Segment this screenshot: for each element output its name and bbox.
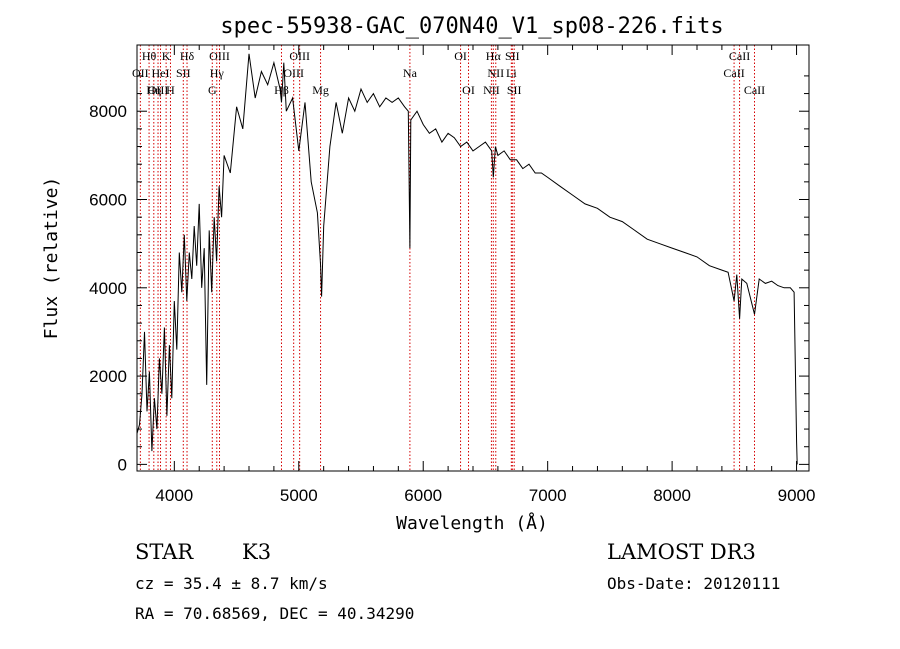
- y-axis-label: Flux (relative): [41, 177, 62, 340]
- line-label: HeI: [152, 66, 170, 80]
- axis-ticks: [137, 45, 809, 471]
- line-label: OIII: [148, 83, 169, 97]
- plot-frame: [136, 44, 810, 472]
- line-label: Hθ: [142, 49, 157, 63]
- line-label: SII: [505, 49, 520, 63]
- x-tick-label: 9000: [778, 486, 816, 505]
- x-tick-label: 4000: [155, 486, 193, 505]
- line-label: Mg: [312, 83, 329, 97]
- line-label: Li: [506, 66, 517, 80]
- line-label: G: [208, 83, 217, 97]
- line-label: OIII: [283, 66, 304, 80]
- line-label: NII: [487, 66, 504, 80]
- line-label: CaII: [744, 83, 765, 97]
- line-label: Hδ: [180, 49, 195, 63]
- line-label: OI: [454, 49, 467, 63]
- chart-title: spec-55938-GAC_070N40_V1_sp08-226.fits: [220, 14, 723, 39]
- line-label: SII: [176, 66, 191, 80]
- line-label: H: [166, 83, 175, 97]
- x-tick-label: 6000: [404, 486, 442, 505]
- y-tick-label: 6000: [89, 191, 127, 210]
- line-label: OIII: [209, 49, 230, 63]
- x-tick-label: 8000: [653, 486, 691, 505]
- line-label: K: [162, 49, 171, 63]
- line-label: CaII: [723, 66, 744, 80]
- axis-tick-labels: 4000 5000 6000 7000 8000 9000 0 2000 4000 6000 800…: [89, 102, 815, 505]
- line-label: Hγ: [210, 66, 225, 80]
- y-tick-label: 2000: [89, 367, 127, 386]
- y-tick-label: 8000: [89, 102, 127, 121]
- obs-date: Obs-Date: 20120111: [607, 574, 780, 593]
- line-label: NII: [483, 83, 500, 97]
- x-tick-label: 7000: [529, 486, 567, 505]
- coordinates: RA = 70.68569, DEC = 40.34290: [135, 604, 414, 623]
- subclass: K3: [242, 540, 271, 564]
- y-tick-label: 0: [118, 455, 127, 474]
- x-axis-label: Wavelength (Å): [396, 512, 548, 534]
- line-label: Na: [403, 66, 418, 80]
- y-tick-label: 4000: [89, 279, 127, 298]
- line-label: Hα: [486, 49, 502, 63]
- object-type: STAR: [135, 540, 194, 564]
- spectrum-line: [136, 53, 798, 465]
- line-label: OI: [462, 83, 475, 97]
- line-label: CaII: [729, 49, 750, 63]
- line-label: OIII: [289, 49, 310, 63]
- line-label: SII: [507, 83, 522, 97]
- survey-name: LAMOST DR3: [607, 540, 756, 564]
- line-label: OII: [132, 66, 149, 80]
- line-label: Hη: [146, 83, 161, 97]
- redshift-text: cz = 35.4 ± 8.7 km/s: [135, 574, 328, 593]
- x-tick-label: 5000: [280, 486, 318, 505]
- line-markers: [139, 45, 755, 471]
